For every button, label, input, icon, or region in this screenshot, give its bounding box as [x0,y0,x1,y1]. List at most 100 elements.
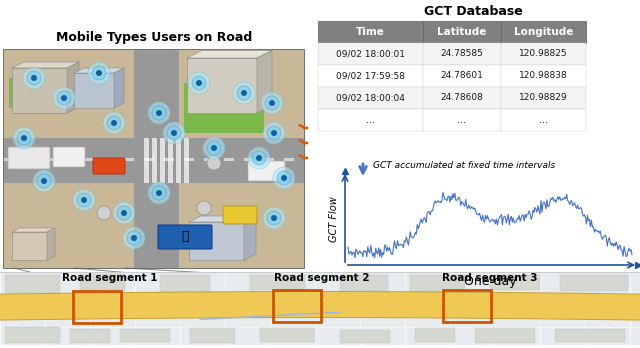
Text: GCT Flow: GCT Flow [329,196,339,242]
Text: Longitude: Longitude [514,27,573,37]
Bar [9,78,49,108]
Circle shape [277,171,291,185]
Circle shape [156,110,162,116]
Circle shape [263,122,285,144]
Polygon shape [47,228,55,260]
Circle shape [107,116,121,130]
Circle shape [81,197,87,203]
Bar [501,87,586,109]
Polygon shape [67,62,79,113]
Bar [74,73,114,108]
Polygon shape [187,50,272,58]
Polygon shape [74,68,124,73]
Bar [501,109,586,131]
Circle shape [211,145,217,151]
Bar [70,329,110,343]
Circle shape [196,80,202,86]
Circle shape [97,206,111,220]
Circle shape [23,67,45,89]
Bar [144,138,149,183]
Bar [176,138,181,183]
Bar [164,158,174,161]
Polygon shape [4,183,134,268]
Text: 120.98829: 120.98829 [519,94,568,103]
FancyBboxPatch shape [8,147,50,169]
Text: 09/02 17:59:58: 09/02 17:59:58 [336,71,405,80]
Bar [560,275,628,291]
Circle shape [96,70,102,76]
Bar [340,330,390,343]
Bar [184,138,189,183]
Circle shape [92,66,106,80]
Bar [555,329,625,342]
Circle shape [41,178,47,184]
Circle shape [171,130,177,136]
Text: Time: Time [356,27,385,37]
Bar [423,87,501,109]
Circle shape [113,202,135,224]
Circle shape [252,151,266,165]
Circle shape [207,156,221,170]
Text: ...: ... [539,115,548,125]
Text: Road segment 1: Road segment 1 [62,273,157,283]
Bar [318,43,423,65]
Circle shape [111,120,117,126]
Text: 09/02 18:00:04: 09/02 18:00:04 [336,94,405,103]
Bar [24,158,34,161]
Circle shape [265,96,279,110]
Circle shape [121,210,127,216]
Circle shape [53,87,75,109]
Text: Latitude: Latitude [437,27,486,37]
Bar [423,109,501,131]
Text: 09/02 18:00:01: 09/02 18:00:01 [336,49,405,58]
Text: 24.78601: 24.78601 [440,71,483,80]
Circle shape [61,95,67,101]
Bar [144,158,154,161]
Bar [443,290,491,322]
Circle shape [33,170,55,192]
Circle shape [192,76,206,90]
Bar [187,58,257,113]
Bar [264,158,274,161]
Text: GCT Database: GCT Database [424,5,522,18]
Circle shape [281,175,287,181]
Bar [501,65,586,87]
Bar [189,222,244,260]
Bar [44,158,54,161]
Bar [204,158,214,161]
Bar [0,272,640,345]
Bar [501,21,586,43]
Bar [124,158,134,161]
Circle shape [131,235,137,241]
Circle shape [237,86,251,100]
Circle shape [233,82,255,104]
Bar [423,43,501,65]
Circle shape [241,90,247,96]
Text: One day: One day [464,275,516,287]
Text: 🚌: 🚌 [181,230,189,244]
Polygon shape [179,183,304,268]
Circle shape [27,71,41,85]
Bar [490,275,540,290]
Text: Road segment 2: Road segment 2 [275,273,370,283]
Bar [250,275,305,290]
Bar [4,50,304,268]
Bar [152,138,157,183]
Circle shape [17,131,31,145]
Polygon shape [0,292,640,320]
Bar [80,274,125,290]
Bar [475,328,535,343]
Bar [104,158,114,161]
Bar [273,290,321,322]
Circle shape [37,174,51,188]
Bar [84,158,94,161]
Circle shape [31,75,37,81]
Text: ...: ... [458,115,467,125]
FancyBboxPatch shape [93,158,125,174]
Bar [168,138,173,183]
Circle shape [197,201,211,215]
Bar [318,109,423,131]
Bar [190,328,235,343]
Polygon shape [4,50,134,138]
Text: GCT accumulated at fixed time intervals: GCT accumulated at fixed time intervals [373,160,556,169]
